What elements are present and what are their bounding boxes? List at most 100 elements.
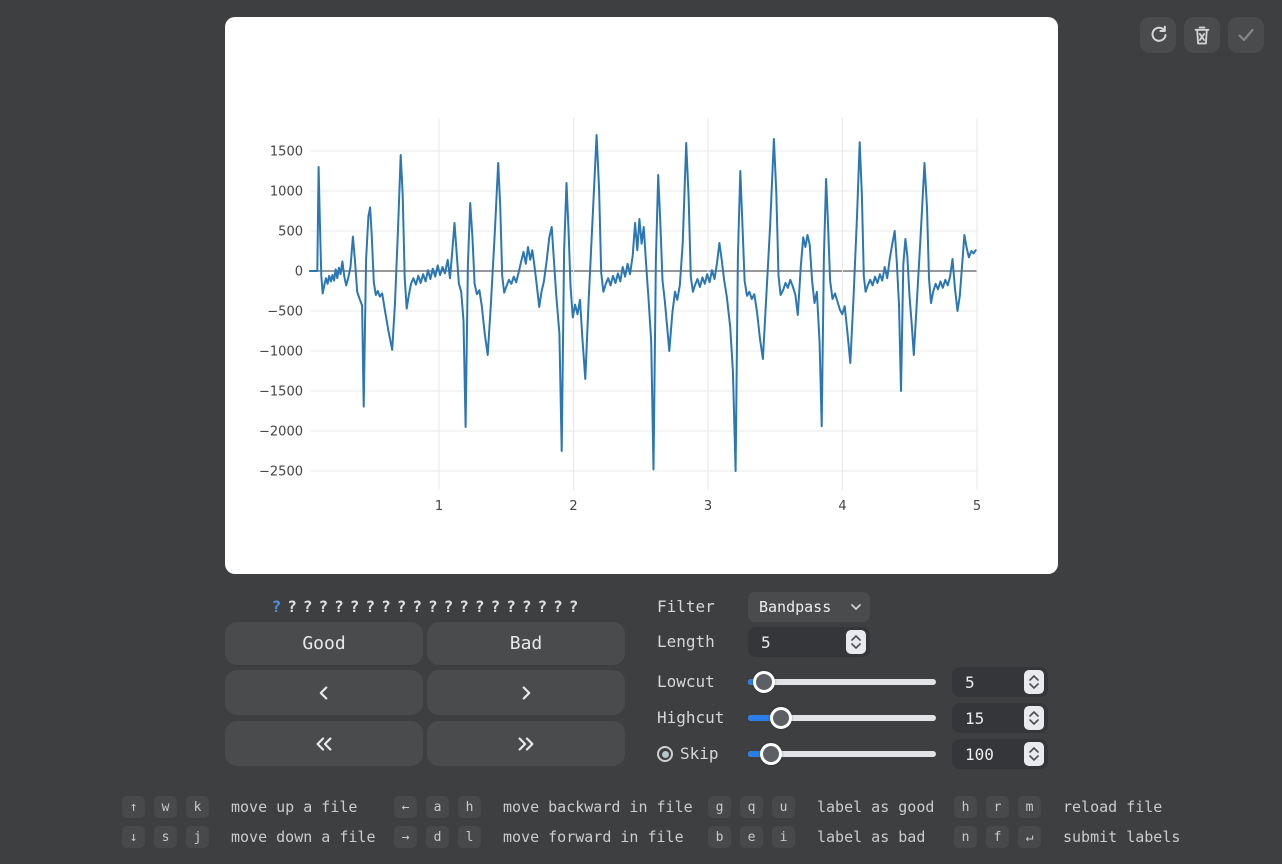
length-value: 5 — [761, 632, 771, 652]
key-badge: ↑ — [122, 796, 145, 818]
file-status-item[interactable]: ? — [349, 596, 360, 616]
slider-handle[interactable] — [759, 743, 782, 765]
key-badge: → — [394, 826, 417, 848]
slider-fill — [748, 751, 771, 757]
filter-label: Filter — [657, 597, 715, 616]
slider-handle[interactable] — [752, 671, 775, 693]
file-status-item[interactable]: ? — [302, 596, 313, 616]
key-badge: ← — [394, 796, 417, 818]
key-badge: s — [154, 826, 177, 848]
chevron-down-icon — [851, 604, 861, 610]
submit-labels-button[interactable] — [1228, 17, 1264, 53]
double-chevron-right-icon — [518, 736, 534, 751]
shortcut-description: submit labels — [1063, 828, 1181, 846]
svg-text:1: 1 — [435, 499, 443, 514]
file-status-item[interactable]: ? — [271, 596, 282, 616]
check-icon — [1238, 28, 1254, 42]
skip-label: Skip — [680, 744, 719, 763]
file-status-item[interactable]: ? — [287, 596, 297, 616]
file-status-item[interactable]: ? — [412, 596, 422, 616]
file-status-item[interactable]: ? — [506, 596, 516, 616]
filter-select[interactable]: Bandpass — [748, 592, 870, 622]
svg-text:0: 0 — [295, 265, 303, 280]
skip-stepper[interactable] — [1024, 742, 1044, 766]
file-status-row: ???????????????????? — [225, 594, 625, 618]
slider-track — [748, 679, 936, 685]
slider-handle[interactable] — [769, 707, 792, 729]
reload-button[interactable] — [1140, 17, 1176, 53]
slider-track — [748, 715, 936, 721]
length-label: Length — [657, 632, 715, 651]
highcut-label: Highcut — [657, 708, 725, 727]
last-file-button[interactable] — [427, 721, 625, 766]
shortcut-submit-labels: n f ↵ submit labels — [954, 826, 1180, 848]
discard-labels-button[interactable] — [1184, 17, 1220, 53]
shortcut-move-down: ↓ s j move down a file — [122, 826, 376, 848]
lowcut-input[interactable]: 5 — [952, 667, 1048, 697]
good-button[interactable]: Good — [225, 622, 423, 665]
key-badge: h — [954, 796, 977, 818]
slider-track — [748, 751, 936, 757]
highcut-stepper[interactable] — [1024, 706, 1044, 730]
length-stepper[interactable] — [846, 630, 866, 654]
stepper-arrows-icon — [851, 635, 861, 649]
shortcut-description: move backward in file — [503, 798, 693, 816]
file-status-item[interactable]: ? — [381, 596, 391, 616]
file-status-item[interactable]: ? — [521, 596, 532, 616]
length-input[interactable]: 5 — [748, 627, 870, 657]
shortcut-description: move down a file — [231, 828, 376, 846]
file-status-item[interactable]: ? — [474, 596, 485, 616]
highcut-input[interactable]: 15 — [952, 703, 1048, 733]
file-status-item[interactable]: ? — [537, 596, 548, 616]
lowcut-label: Lowcut — [657, 672, 715, 691]
lowcut-stepper[interactable] — [1024, 670, 1044, 694]
shortcut-label-bad: b e i label as bad — [708, 826, 925, 848]
trash-delete-icon — [1194, 26, 1210, 45]
bad-button[interactable]: Bad — [427, 622, 625, 665]
skip-value: 100 — [965, 744, 994, 764]
lowcut-slider[interactable] — [748, 667, 936, 697]
file-status-item[interactable]: ? — [553, 596, 563, 616]
refresh-icon — [1151, 25, 1167, 42]
file-status-item[interactable]: ? — [428, 596, 438, 616]
key-badge: a — [426, 796, 449, 818]
highcut-value: 15 — [965, 708, 985, 728]
key-badge: d — [426, 826, 449, 848]
skip-radio[interactable] — [657, 746, 673, 762]
chevron-right-icon — [522, 685, 531, 700]
shortcut-label-good: g q u label as good — [708, 796, 934, 818]
lowcut-value: 5 — [965, 672, 975, 692]
key-badge: b — [708, 826, 731, 848]
file-status-item[interactable]: ? — [334, 596, 344, 616]
key-badge: r — [986, 796, 1009, 818]
file-status-item[interactable]: ? — [490, 596, 501, 616]
key-badge: h — [458, 796, 481, 818]
first-file-button[interactable] — [225, 721, 423, 766]
prev-file-button[interactable] — [225, 670, 423, 715]
key-badge: ↵ — [1018, 826, 1041, 848]
key-badge: j — [186, 826, 209, 848]
file-status-item[interactable]: ? — [396, 596, 407, 616]
file-status-item[interactable]: ? — [459, 596, 469, 616]
skip-input[interactable]: 100 — [952, 739, 1048, 769]
signal-plot: 1500 1000 500 0 −500 −1000 −1500 −2000 −2500 1 2 3 4… — [259, 118, 981, 514]
file-status-item[interactable]: ? — [568, 596, 579, 616]
svg-text:−1500: −1500 — [259, 385, 303, 400]
toolbar — [1140, 17, 1264, 53]
svg-text:2: 2 — [569, 499, 577, 514]
svg-text:4: 4 — [838, 499, 846, 514]
svg-text:−2000: −2000 — [259, 425, 303, 440]
file-status-item[interactable]: ? — [365, 596, 376, 616]
skip-slider[interactable] — [748, 739, 936, 769]
next-file-button[interactable] — [427, 670, 625, 715]
svg-text:1500: 1500 — [270, 145, 303, 160]
shortcut-description: reload file — [1063, 798, 1163, 816]
key-badge: n — [954, 826, 977, 848]
highcut-slider[interactable] — [748, 703, 936, 733]
file-status-item[interactable]: ? — [443, 596, 454, 616]
file-status-item[interactable]: ? — [318, 596, 329, 616]
key-badge: k — [186, 796, 209, 818]
key-badge: e — [740, 826, 763, 848]
svg-text:5: 5 — [973, 499, 981, 514]
